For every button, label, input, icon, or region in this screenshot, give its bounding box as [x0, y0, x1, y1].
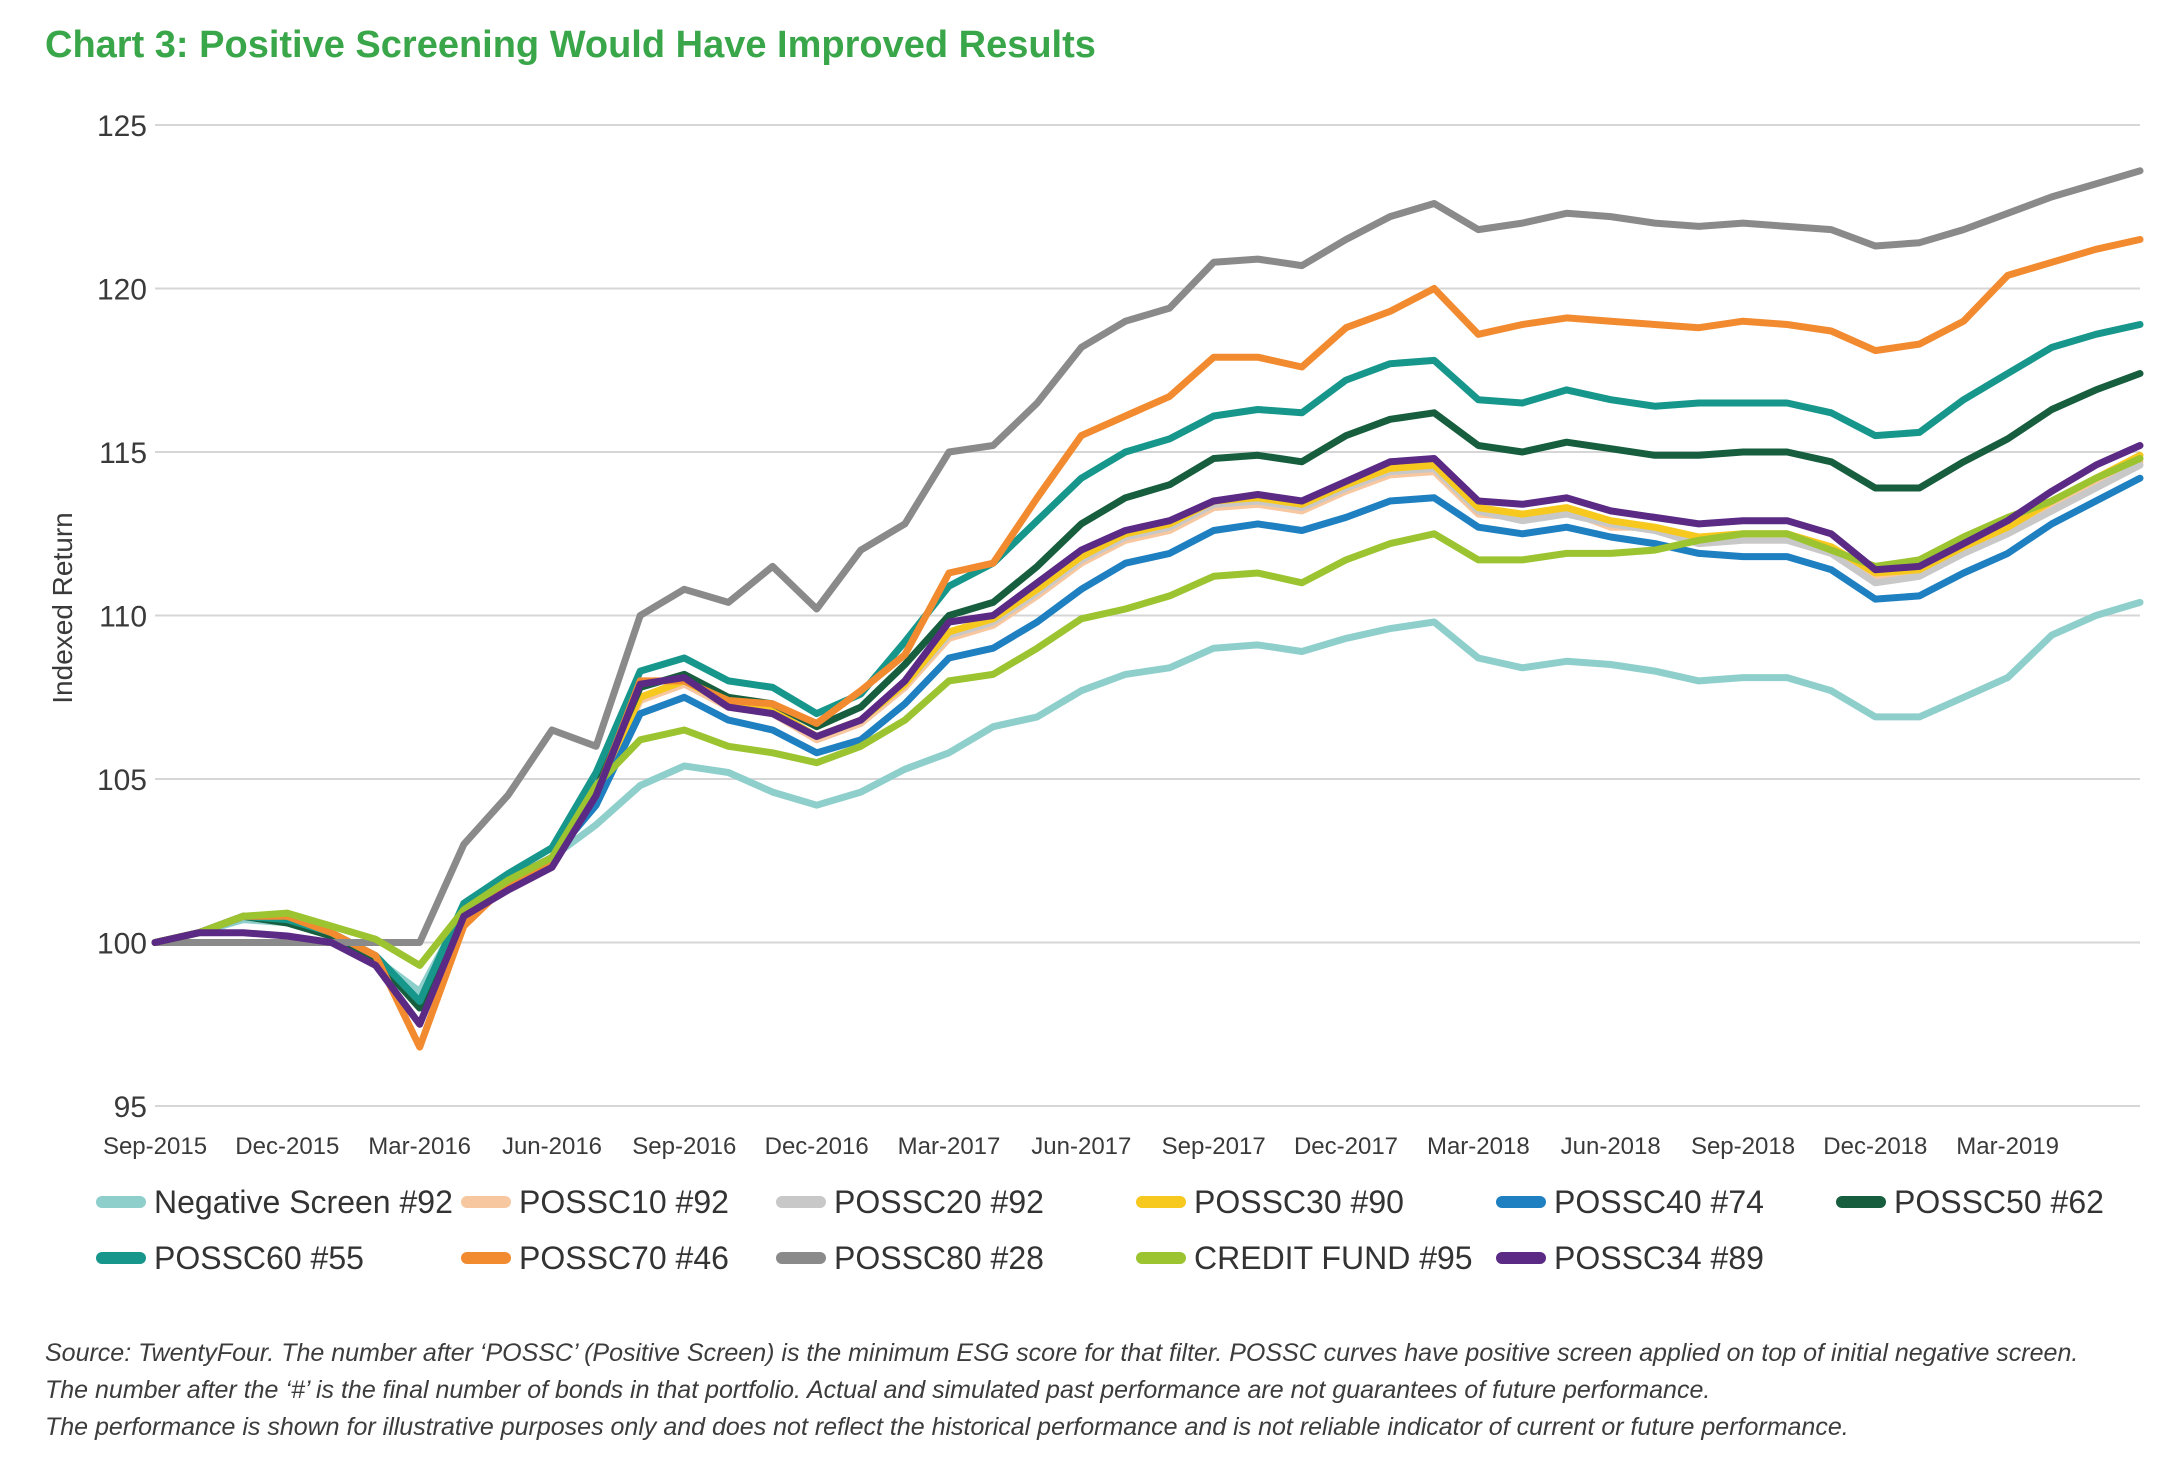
x-tick-label: Dec-2017: [1294, 1133, 1398, 1160]
legend-label: POSSC70 #46: [519, 1239, 729, 1276]
legend-label: POSSC34 #89: [1554, 1239, 1764, 1276]
legend-label: POSSC50 #62: [1894, 1183, 2104, 1220]
legend-label: POSSC40 #74: [1554, 1183, 1764, 1220]
legend-label: Negative Screen #92: [154, 1183, 453, 1220]
x-tick-label: Mar-2019: [1956, 1133, 2059, 1160]
series-line-5: [151, 370, 2144, 1012]
legend-swatch: [461, 1196, 511, 1208]
x-tick-label: Jun-2018: [1561, 1133, 1661, 1160]
x-tick-label: Dec-2016: [765, 1133, 869, 1160]
legend-label: POSSC10 #92: [519, 1183, 729, 1220]
x-tick-label: Sep-2016: [632, 1133, 736, 1160]
legend-item: CREDIT FUND #95: [1136, 1238, 1473, 1278]
y-axis-title: Indexed Return: [47, 512, 78, 703]
legend-item: POSSC30 #90: [1136, 1182, 1404, 1222]
series-line-10: [151, 442, 2144, 1028]
legend-item: POSSC10 #92: [461, 1182, 729, 1222]
source-note: Source: TwentyFour. The number after ‘PO…: [45, 1335, 2155, 1446]
legend-item: POSSC20 #92: [776, 1182, 1044, 1222]
y-axis-ticks: 95 100 105 110 115 120 125: [97, 110, 147, 1124]
legend-swatch: [1496, 1252, 1546, 1264]
legend-swatch: [461, 1252, 511, 1264]
legend-item: POSSC60 #55: [96, 1238, 364, 1278]
x-tick-label: Sep-2015: [103, 1133, 207, 1160]
legend-label: CREDIT FUND #95: [1194, 1239, 1473, 1276]
legend-swatch: [96, 1196, 146, 1208]
legend-item: POSSC34 #89: [1496, 1238, 1764, 1278]
legend-swatch: [1136, 1196, 1186, 1208]
x-tick-label: Sep-2018: [1691, 1133, 1795, 1160]
legend-swatch: [1136, 1252, 1186, 1264]
x-tick-label: Dec-2015: [235, 1133, 339, 1160]
series-line-6: [151, 321, 2144, 1005]
source-line-2: The number after the ‘#’ is the final nu…: [45, 1376, 1711, 1404]
y-tick-label: 100: [97, 928, 147, 961]
legend-swatch: [776, 1252, 826, 1264]
gridlines: [155, 124, 2140, 1107]
chart-title: Chart 3: Positive Screening Would Have I…: [45, 24, 1096, 66]
y-tick-label: 110: [99, 601, 147, 634]
x-axis-ticks: Sep-2015 Dec-2015 Mar-2016 Jun-2016 Sep-2016…: [103, 1133, 2059, 1160]
legend-item: POSSC80 #28: [776, 1238, 1044, 1278]
y-tick-label: 120: [97, 274, 147, 307]
source-line-1: Source: TwentyFour. The number after ‘PO…: [45, 1339, 2079, 1367]
series-line-8: [151, 167, 2144, 946]
legend-item: POSSC50 #62: [1836, 1182, 2104, 1222]
x-tick-label: Jun-2017: [1031, 1133, 1131, 1160]
legend-item: Negative Screen #92: [96, 1182, 453, 1222]
legend-swatch: [1836, 1196, 1886, 1208]
x-tick-label: Mar-2018: [1427, 1133, 1530, 1160]
x-tick-label: Mar-2017: [898, 1133, 1001, 1160]
y-tick-label: 105: [97, 764, 147, 797]
y-tick-label: 95: [114, 1091, 147, 1124]
legend: Negative Screen #92 POSSC10 #92 POSSC20 #9…: [96, 1182, 2156, 1302]
x-tick-label: Jun-2016: [502, 1133, 602, 1160]
legend-item: POSSC40 #74: [1496, 1182, 1764, 1222]
legend-item: POSSC70 #46: [461, 1238, 729, 1278]
x-tick-label: Sep-2017: [1162, 1133, 1266, 1160]
legend-swatch: [1496, 1196, 1546, 1208]
legend-swatch: [776, 1196, 826, 1208]
x-tick-label: Mar-2016: [368, 1133, 471, 1160]
legend-label: POSSC60 #55: [154, 1239, 364, 1276]
x-tick-label: Dec-2018: [1823, 1133, 1927, 1160]
legend-label: POSSC30 #90: [1194, 1183, 1404, 1220]
y-tick-label: 125: [97, 110, 147, 143]
y-tick-label: 115: [99, 437, 147, 470]
legend-swatch: [96, 1252, 146, 1264]
line-chart: 95 100 105 110 115 120 125 Sep-2015 Dec-2015 Mar…: [47, 110, 2144, 1160]
series-line-9: [151, 455, 2144, 969]
legend-label: POSSC80 #28: [834, 1239, 1044, 1276]
legend-label: POSSC20 #92: [834, 1183, 1044, 1220]
series-lines: [151, 167, 2144, 1051]
source-line-3: The performance is shown for illustrativ…: [45, 1413, 1849, 1441]
